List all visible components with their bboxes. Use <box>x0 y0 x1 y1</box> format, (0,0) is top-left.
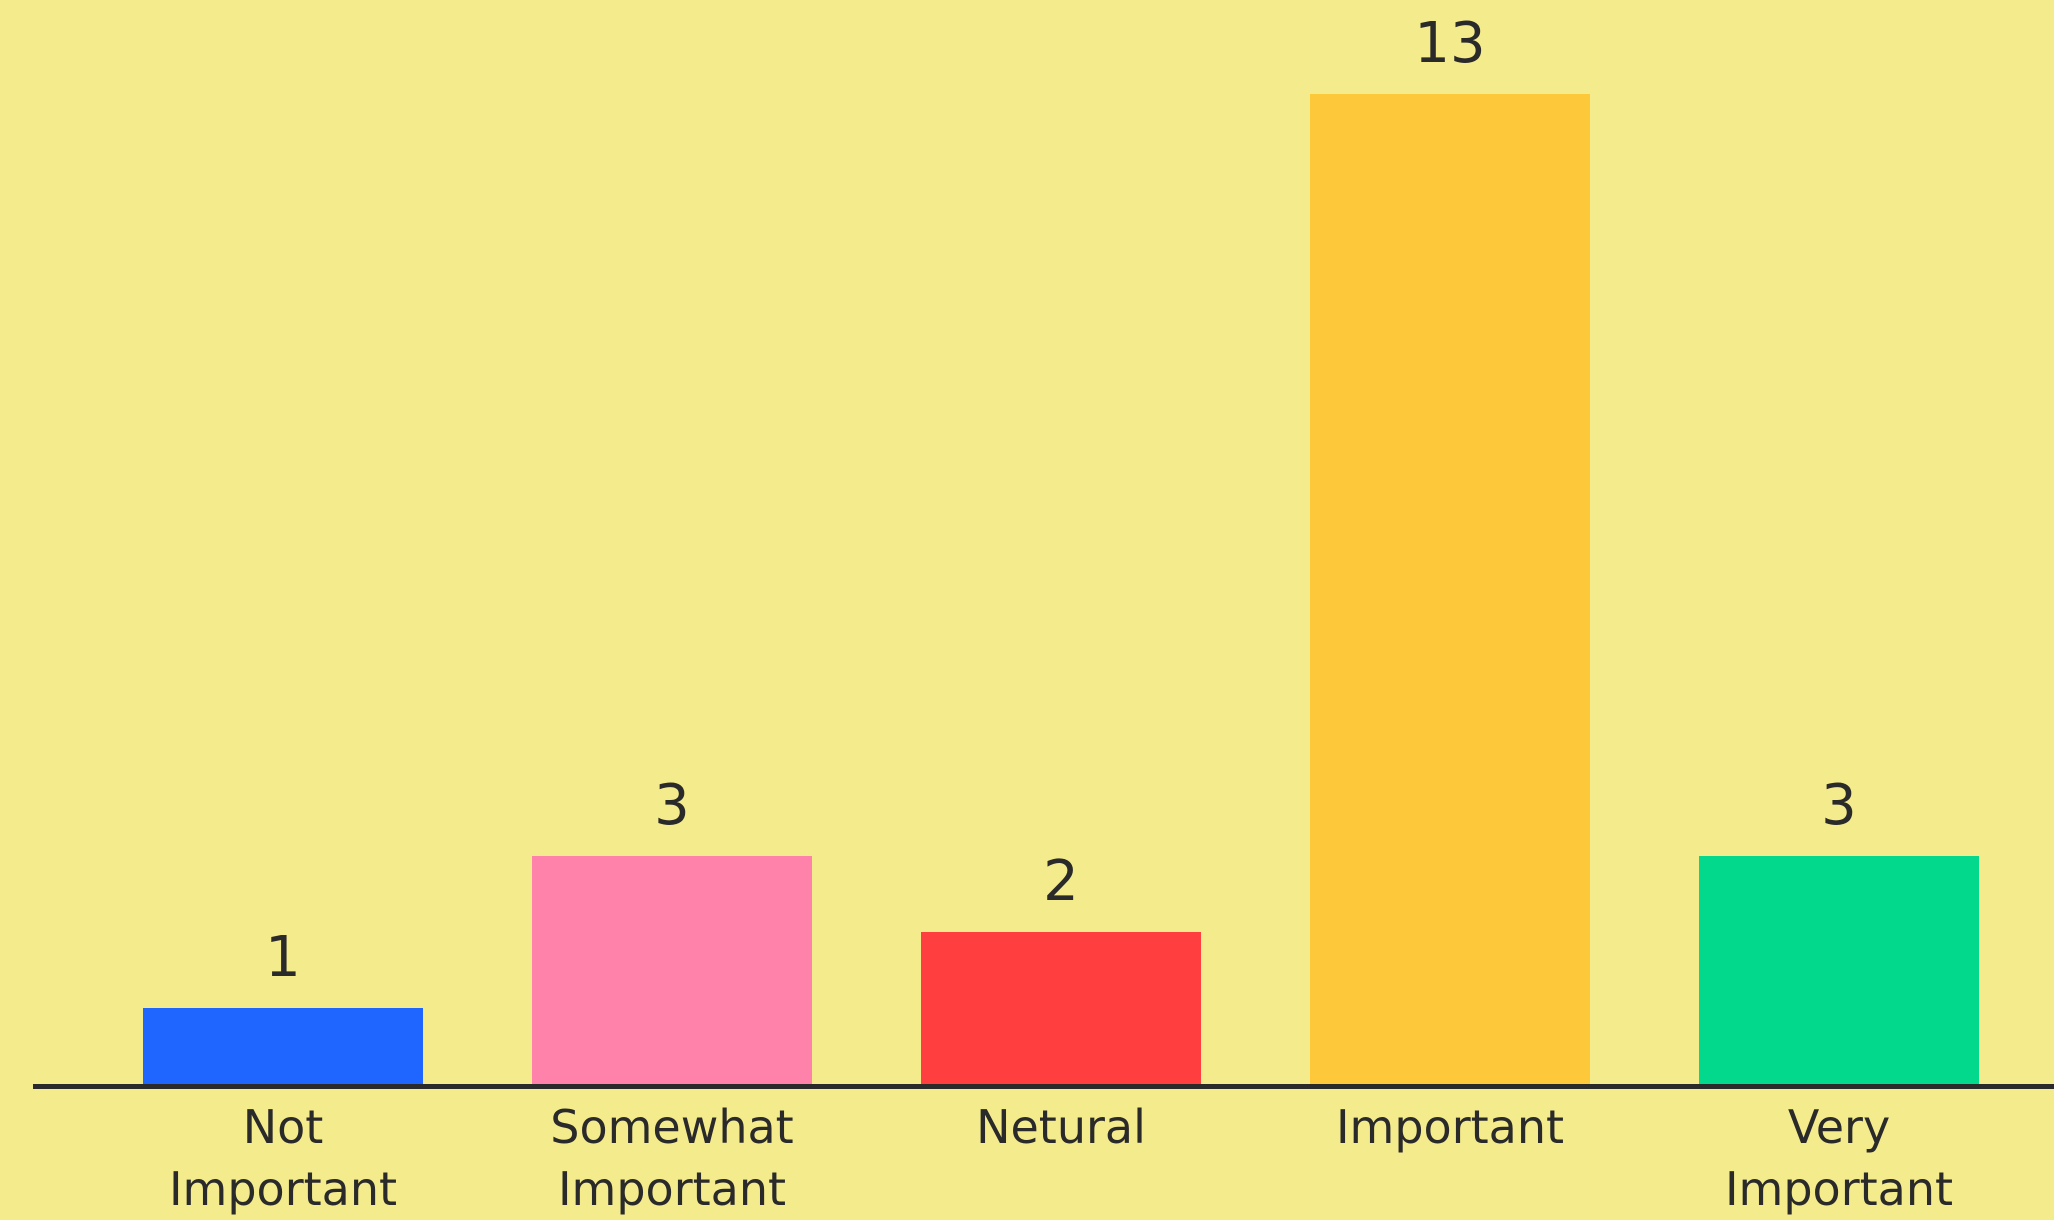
x-tick-label: Netural <box>976 1100 1146 1154</box>
value-label: 3 <box>1821 772 1857 838</box>
x-tick-label: Important <box>1335 1100 1565 1154</box>
x-tick-label: Somewhat Important <box>550 1100 794 1216</box>
value-label: 1 <box>265 924 301 990</box>
x-tick-label: Not Important <box>168 1100 398 1216</box>
bar <box>532 855 812 1084</box>
bar <box>1310 94 1590 1084</box>
value-label: 2 <box>1043 848 1079 914</box>
x-tick-label: Very Important <box>1724 1100 1954 1216</box>
x-axis-line <box>33 1084 2054 1089</box>
bar <box>143 1007 423 1084</box>
bar <box>1699 855 1979 1084</box>
value-label: 13 <box>1414 11 1486 76</box>
bar <box>921 931 1201 1084</box>
value-label: 3 <box>654 772 690 838</box>
